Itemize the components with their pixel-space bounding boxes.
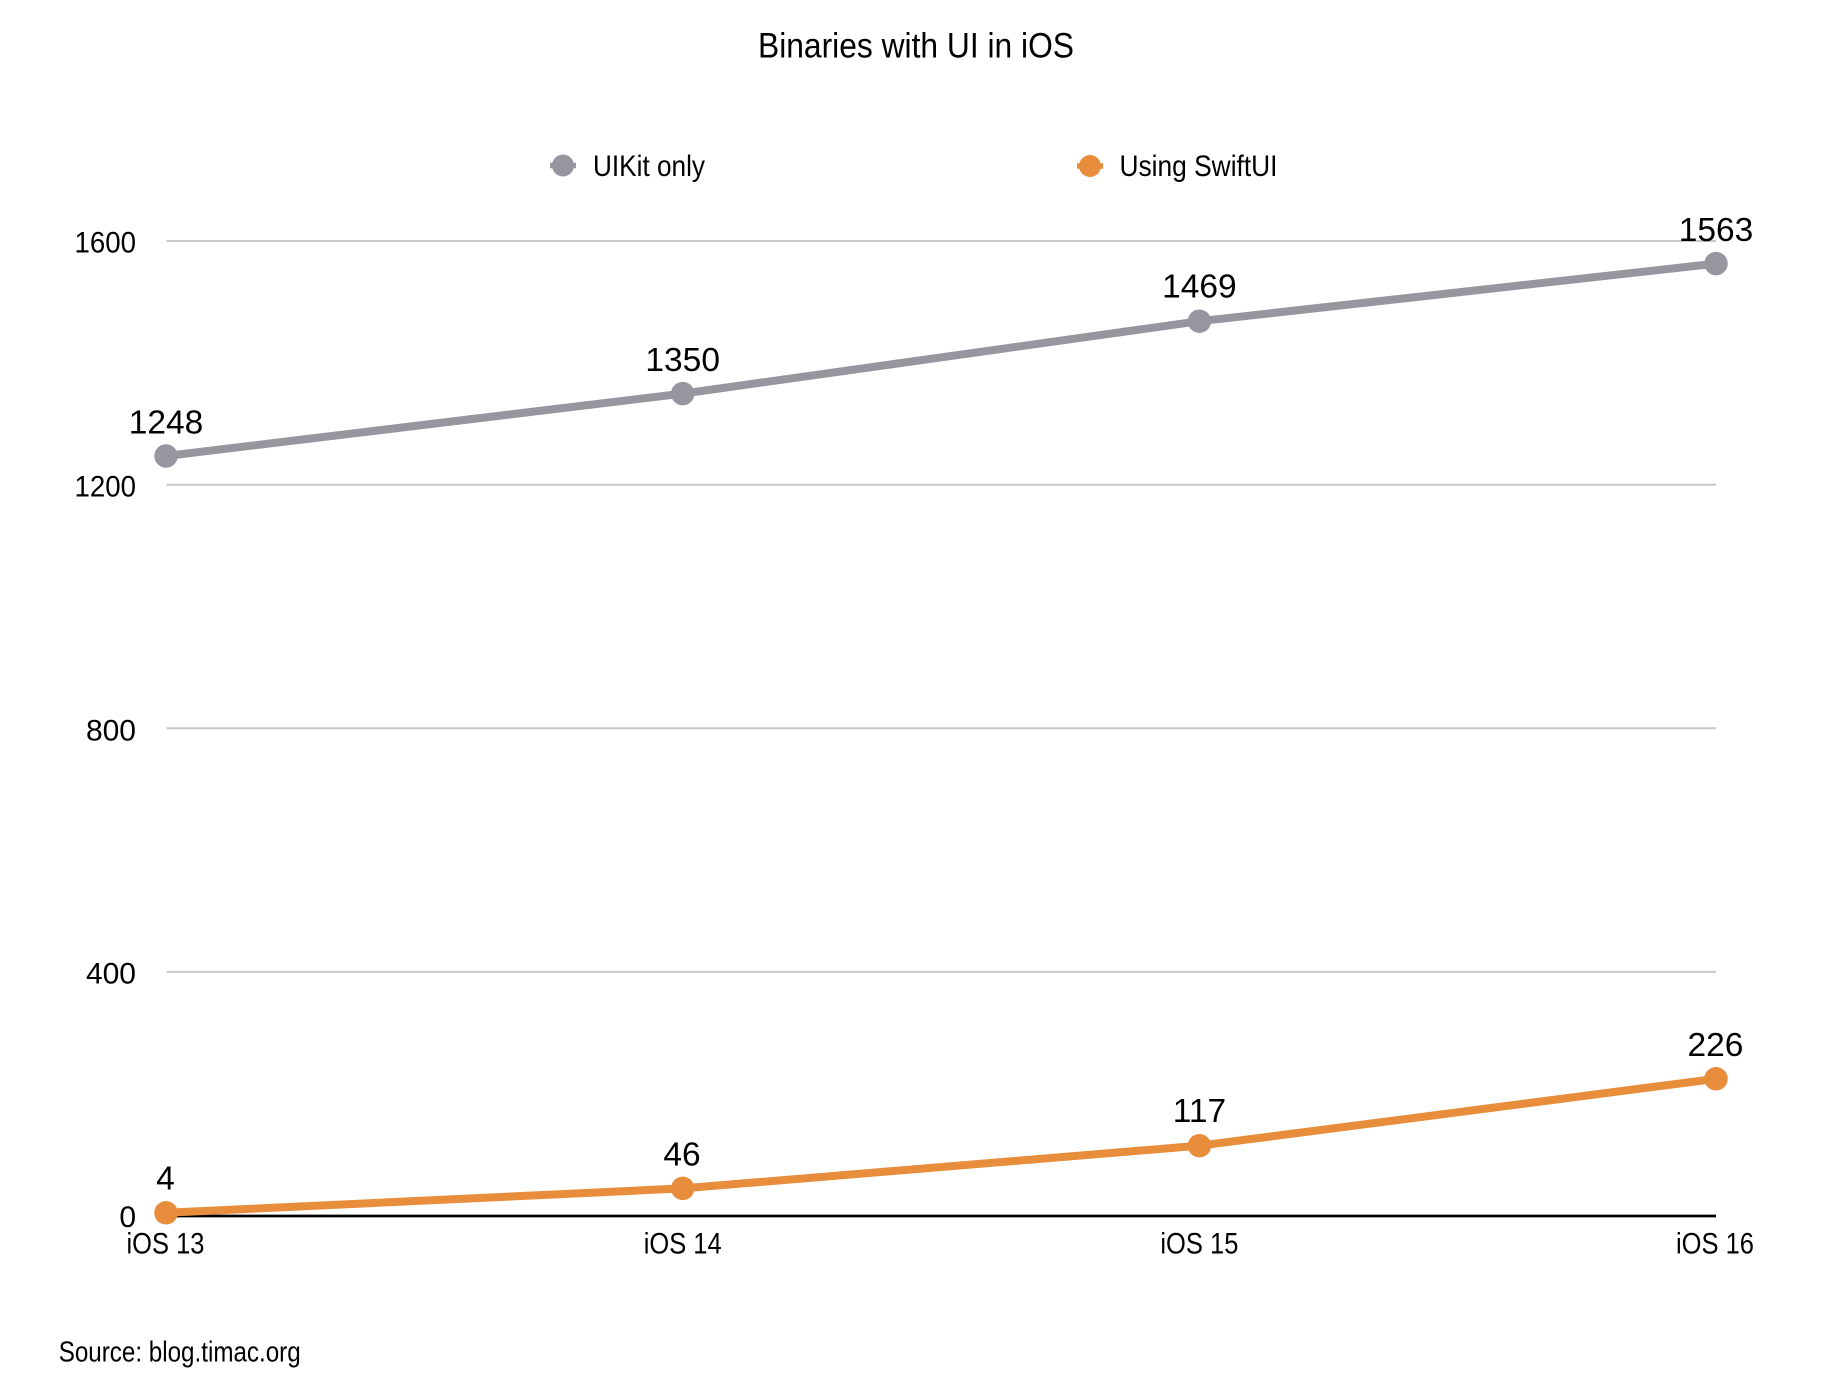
svg-text:226: 226	[1688, 1027, 1744, 1064]
svg-text:1200: 1200	[75, 471, 137, 504]
svg-text:Source: blog.timac.org: Source: blog.timac.org	[59, 1337, 301, 1369]
svg-text:1350: 1350	[645, 342, 720, 379]
svg-text:1600: 1600	[75, 227, 137, 260]
svg-text:1563: 1563	[1679, 212, 1754, 249]
svg-text:1469: 1469	[1162, 269, 1237, 306]
svg-text:iOS 14: iOS 14	[644, 1228, 722, 1261]
svg-text:Using SwiftUI: Using SwiftUI	[1120, 150, 1278, 183]
svg-text:iOS 15: iOS 15	[1160, 1228, 1238, 1261]
svg-text:iOS 13: iOS 13	[127, 1228, 205, 1261]
svg-text:4: 4	[156, 1160, 175, 1197]
svg-text:iOS 16: iOS 16	[1676, 1228, 1754, 1261]
svg-text:400: 400	[86, 958, 136, 991]
svg-text:UIKit only: UIKit only	[593, 150, 705, 183]
svg-text:800: 800	[86, 715, 136, 748]
svg-text:117: 117	[1173, 1093, 1226, 1130]
svg-text:Binaries with UI in iOS: Binaries with UI in iOS	[758, 27, 1074, 66]
svg-text:0: 0	[119, 1201, 136, 1234]
svg-text:1248: 1248	[129, 405, 204, 442]
svg-text:46: 46	[663, 1136, 700, 1173]
